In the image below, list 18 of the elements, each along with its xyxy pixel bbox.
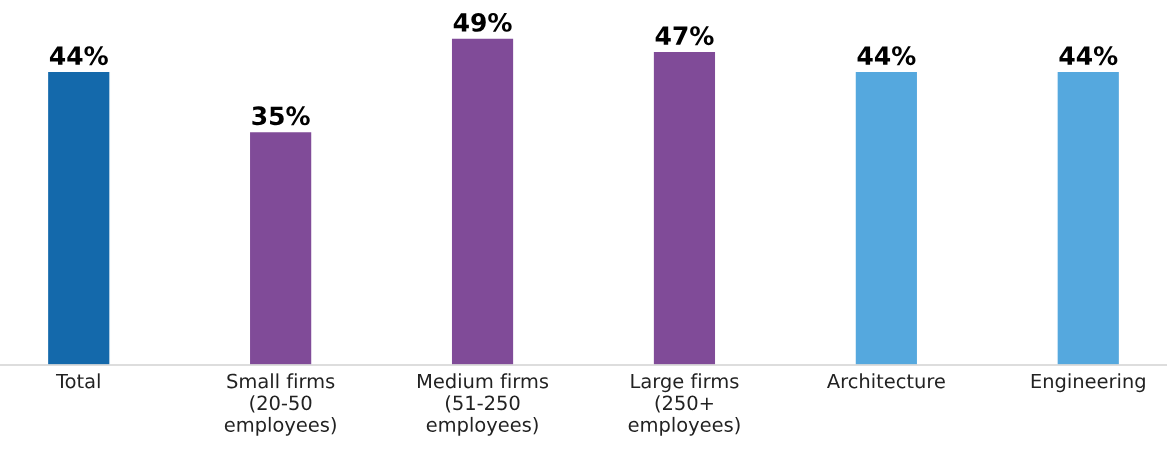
bar bbox=[46, 70, 111, 365]
x-tick-label: Medium firms (51-250 employees) bbox=[418, 373, 549, 436]
bar bbox=[450, 37, 515, 365]
x-tick-label: Small firms (20-50 employees) bbox=[224, 373, 336, 436]
data-label: 44% bbox=[1059, 46, 1118, 66]
bar bbox=[854, 70, 919, 365]
x-tick-label: Large firms (250+ employees) bbox=[628, 373, 740, 436]
x-tick-label: Total bbox=[55, 373, 100, 389]
data-label: 44% bbox=[49, 46, 108, 66]
bar bbox=[248, 130, 313, 365]
data-label: 49% bbox=[453, 12, 512, 32]
bar bbox=[1056, 70, 1121, 365]
data-label: 35% bbox=[252, 106, 310, 126]
x-tick-label: Engineering bbox=[1031, 373, 1145, 393]
data-label: 47% bbox=[655, 26, 714, 46]
x-tick-label: Architecture bbox=[827, 373, 945, 389]
data-label: 44% bbox=[857, 46, 916, 66]
bar bbox=[652, 50, 717, 365]
